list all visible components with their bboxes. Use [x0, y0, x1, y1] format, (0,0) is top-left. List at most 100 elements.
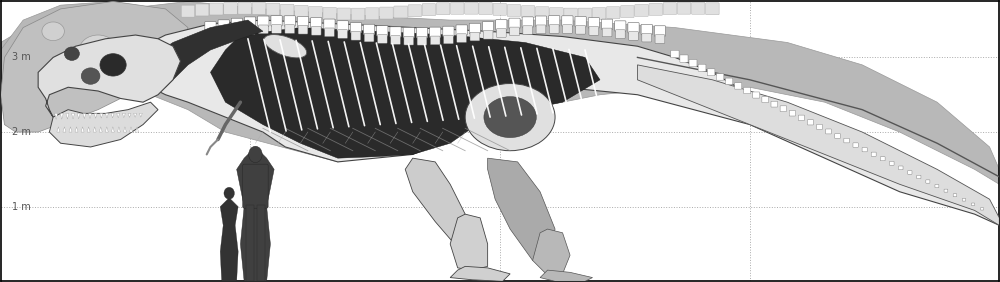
Polygon shape — [66, 113, 69, 119]
Text: 2 m: 2 m — [12, 127, 31, 137]
Polygon shape — [1, 1, 188, 132]
Polygon shape — [134, 113, 137, 117]
Polygon shape — [81, 127, 84, 132]
FancyBboxPatch shape — [280, 4, 294, 16]
Bar — [257, 205, 265, 281]
FancyBboxPatch shape — [926, 180, 930, 183]
FancyBboxPatch shape — [258, 25, 268, 34]
FancyBboxPatch shape — [403, 27, 414, 38]
FancyBboxPatch shape — [817, 124, 822, 129]
Polygon shape — [113, 20, 999, 225]
FancyBboxPatch shape — [953, 194, 957, 197]
FancyBboxPatch shape — [691, 2, 705, 14]
FancyBboxPatch shape — [443, 26, 454, 37]
FancyBboxPatch shape — [243, 164, 268, 208]
Polygon shape — [99, 127, 102, 132]
FancyBboxPatch shape — [285, 25, 295, 33]
Polygon shape — [49, 102, 158, 147]
FancyBboxPatch shape — [602, 28, 612, 37]
FancyBboxPatch shape — [404, 36, 414, 45]
FancyBboxPatch shape — [707, 69, 715, 76]
FancyBboxPatch shape — [780, 106, 787, 111]
FancyBboxPatch shape — [654, 26, 666, 36]
Ellipse shape — [100, 54, 126, 76]
FancyBboxPatch shape — [337, 8, 351, 20]
FancyBboxPatch shape — [562, 16, 573, 26]
FancyBboxPatch shape — [469, 23, 480, 34]
FancyBboxPatch shape — [408, 5, 421, 17]
FancyBboxPatch shape — [578, 8, 592, 20]
Polygon shape — [122, 113, 125, 118]
FancyBboxPatch shape — [430, 36, 440, 45]
Polygon shape — [139, 113, 142, 117]
FancyBboxPatch shape — [716, 73, 724, 80]
FancyBboxPatch shape — [430, 27, 441, 38]
FancyBboxPatch shape — [309, 6, 322, 18]
FancyBboxPatch shape — [483, 30, 493, 39]
FancyBboxPatch shape — [195, 4, 209, 16]
FancyBboxPatch shape — [479, 3, 492, 15]
FancyBboxPatch shape — [416, 28, 428, 38]
Polygon shape — [128, 113, 131, 117]
FancyBboxPatch shape — [807, 120, 813, 125]
FancyBboxPatch shape — [350, 23, 361, 33]
FancyBboxPatch shape — [391, 36, 400, 44]
FancyBboxPatch shape — [205, 22, 216, 32]
Polygon shape — [237, 147, 274, 281]
FancyBboxPatch shape — [351, 32, 361, 40]
Bar — [246, 205, 254, 281]
FancyBboxPatch shape — [509, 18, 520, 28]
FancyBboxPatch shape — [493, 3, 507, 15]
Polygon shape — [111, 127, 114, 132]
Ellipse shape — [484, 97, 536, 138]
FancyBboxPatch shape — [377, 26, 388, 36]
FancyBboxPatch shape — [615, 30, 625, 38]
FancyBboxPatch shape — [258, 16, 269, 27]
FancyBboxPatch shape — [589, 27, 599, 35]
FancyBboxPatch shape — [297, 16, 309, 27]
FancyBboxPatch shape — [862, 147, 867, 152]
Ellipse shape — [64, 47, 79, 60]
FancyBboxPatch shape — [206, 30, 215, 39]
Polygon shape — [55, 113, 58, 119]
FancyBboxPatch shape — [244, 17, 256, 27]
FancyBboxPatch shape — [523, 26, 533, 34]
FancyBboxPatch shape — [465, 2, 478, 14]
Text: 3 m: 3 m — [12, 52, 31, 62]
FancyBboxPatch shape — [771, 101, 778, 107]
FancyBboxPatch shape — [522, 17, 533, 27]
FancyBboxPatch shape — [853, 143, 858, 147]
FancyBboxPatch shape — [380, 7, 393, 19]
Polygon shape — [69, 127, 72, 132]
Polygon shape — [450, 266, 510, 281]
FancyBboxPatch shape — [981, 208, 984, 210]
FancyBboxPatch shape — [798, 115, 804, 120]
Polygon shape — [75, 127, 78, 132]
FancyBboxPatch shape — [871, 152, 876, 156]
FancyBboxPatch shape — [364, 33, 374, 42]
Polygon shape — [405, 158, 473, 248]
FancyBboxPatch shape — [284, 16, 295, 26]
Polygon shape — [123, 127, 126, 132]
Polygon shape — [637, 65, 999, 225]
Polygon shape — [94, 113, 97, 118]
FancyBboxPatch shape — [563, 25, 572, 33]
FancyBboxPatch shape — [663, 3, 677, 15]
FancyBboxPatch shape — [629, 32, 638, 40]
FancyBboxPatch shape — [451, 2, 464, 14]
FancyBboxPatch shape — [266, 3, 280, 15]
Polygon shape — [117, 127, 120, 132]
FancyBboxPatch shape — [621, 6, 634, 17]
Polygon shape — [72, 113, 75, 119]
Ellipse shape — [465, 83, 555, 151]
FancyBboxPatch shape — [507, 5, 521, 16]
FancyBboxPatch shape — [649, 3, 662, 15]
FancyBboxPatch shape — [363, 24, 375, 35]
Polygon shape — [38, 35, 180, 117]
FancyBboxPatch shape — [470, 32, 480, 41]
Polygon shape — [1, 1, 188, 132]
Polygon shape — [111, 113, 114, 118]
FancyBboxPatch shape — [482, 21, 494, 32]
FancyBboxPatch shape — [521, 6, 535, 18]
Ellipse shape — [264, 35, 307, 58]
